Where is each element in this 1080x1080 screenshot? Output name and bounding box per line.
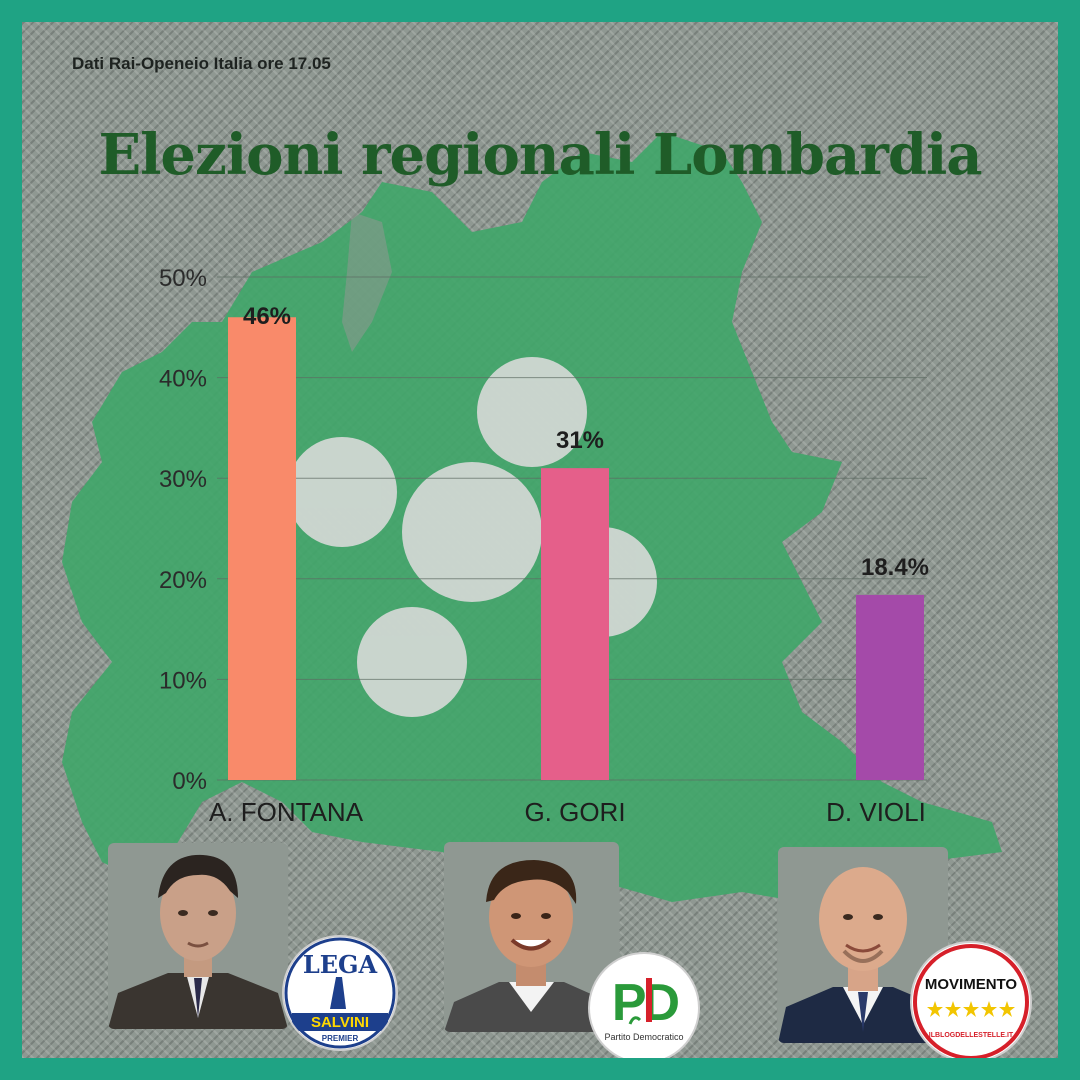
candidate-fontana: LEGA SALVINI PREMIER — [102, 837, 396, 1057]
value-label: 31% — [556, 427, 604, 454]
candidate-violi: MOVIMENTO ILBLOGDELLESTELLE.IT — [772, 847, 1042, 1058]
y-tick-label: 50% — [159, 265, 207, 292]
logo-text-movimento: MOVIMENTO — [925, 976, 1018, 993]
value-labels: 46% 31% 18.4% — [243, 303, 929, 581]
lega-salvini-logo: LEGA SALVINI PREMIER — [284, 937, 396, 1049]
logo-text-blog: ILBLOGDELLESTELLE.IT — [929, 1032, 1014, 1039]
logo-text-pd: PD — [612, 974, 679, 1032]
lake-shape — [342, 212, 392, 352]
partito-democratico-logo: PD Partito Democratico — [590, 954, 698, 1058]
candidate-gori: PD Partito Democratico — [442, 842, 702, 1058]
value-label: 46% — [243, 303, 291, 330]
bar-1 — [541, 468, 609, 780]
logo-text-lega: LEGA — [303, 950, 378, 979]
logo-text-salvini: SALVINI — [311, 1014, 369, 1031]
candidate-photo — [108, 843, 288, 1029]
y-tick-label: 30% — [159, 466, 207, 493]
bars — [228, 317, 924, 780]
bar-2 — [856, 594, 924, 780]
category-label: G. GORI — [524, 797, 625, 827]
y-tick-label: 0% — [172, 768, 207, 795]
chart-title: Elezioni regionali Lombardia — [98, 122, 982, 188]
y-tick-label: 40% — [159, 366, 207, 393]
logo-text-partito-democratico: Partito Democratico — [604, 1032, 683, 1042]
y-tick-label: 20% — [159, 567, 207, 594]
source-note: Dati Rai-Openeio Italia ore 17.05 — [72, 54, 331, 73]
movimento-5-stelle-logo: MOVIMENTO ILBLOGDELLESTELLE.IT — [912, 943, 1030, 1058]
candidate-photo — [444, 842, 619, 1032]
category-labels: A. FONTANA G. GORI D. VIOLI — [209, 797, 926, 827]
y-tick-label: 10% — [159, 667, 207, 694]
bar-chart: 0% 10% 20% 30% 40% 50% 46% 31% 18.4% A. FONTANA… — [159, 265, 929, 827]
category-label: A. FONTANA — [209, 797, 364, 827]
category-label: D. VIOLI — [826, 797, 926, 827]
y-axis-ticks: 0% 10% 20% 30% 40% 50% — [159, 265, 207, 795]
logo-text-premier: PREMIER — [322, 1034, 359, 1043]
bar-0 — [228, 317, 296, 780]
value-label: 18.4% — [861, 554, 929, 581]
